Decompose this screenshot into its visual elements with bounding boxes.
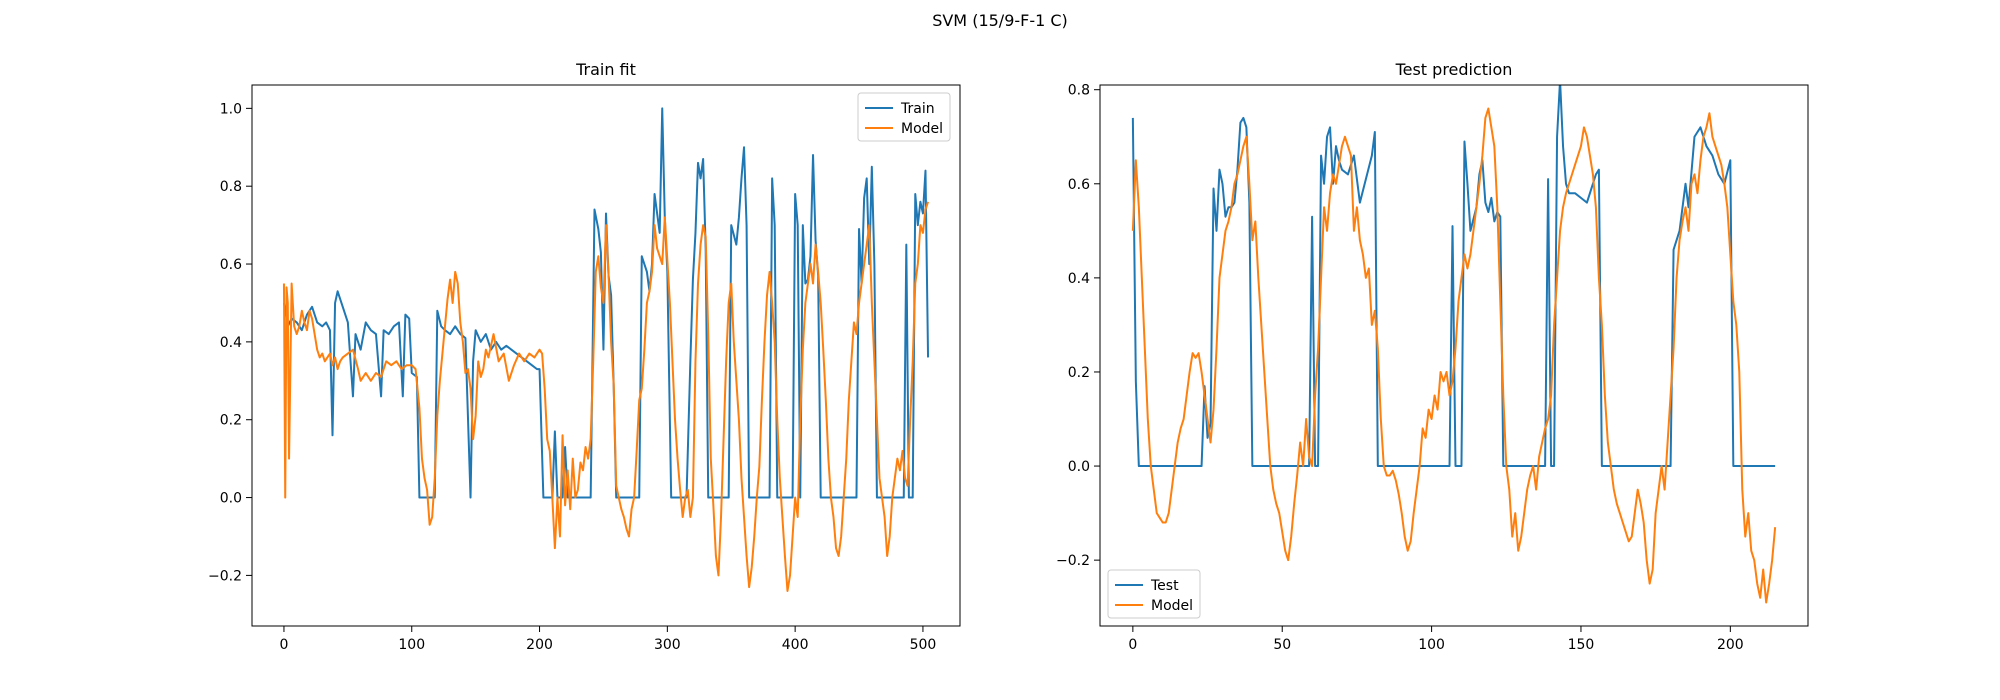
train-fit-x-tick-label: 500 [910, 637, 937, 653]
test-prediction-model-line [1131, 107, 1777, 604]
train-fit-y-tick-label: −0.2 [208, 568, 242, 584]
train-fit-title: Train fit [575, 60, 636, 79]
train-fit-x-tick-label: 200 [526, 637, 553, 653]
test-prediction-legend-label-model: Model [1151, 598, 1193, 614]
test-prediction-y-tick-label: 0.0 [1068, 459, 1090, 475]
train-fit-legend-label-model: Model [901, 121, 943, 137]
train-fit-model-line [282, 201, 930, 592]
test-prediction-y-tick-label: 0.2 [1068, 365, 1090, 381]
train-fit-train-line [282, 107, 930, 499]
train-fit-y-tick-label: 0.4 [220, 335, 242, 351]
train-fit-y-tick-label: 0.0 [220, 491, 242, 507]
train-fit-x-tick-label: 0 [279, 637, 288, 653]
test-prediction-axes-frame [1099, 84, 1809, 627]
train-fit-y-tick-label: 0.8 [220, 179, 242, 195]
test-prediction-test-line [1131, 85, 1776, 468]
figure-suptitle: SVM (15/9-F-1 C) [932, 11, 1068, 30]
test-prediction-y-tick-label: −0.2 [1056, 553, 1090, 569]
test-prediction-legend: Test Model [1107, 569, 1201, 619]
train-fit-axes-frame [251, 84, 961, 627]
train-fit-y-tick-label: 0.6 [220, 257, 242, 273]
test-prediction-x-tick-label: 150 [1568, 637, 1595, 653]
test-prediction-legend-label-test: Test [1150, 578, 1179, 594]
train-fit-y-tick-label: 1.0 [220, 101, 242, 117]
test-prediction-y-tick-label: 0.8 [1068, 83, 1090, 99]
test-prediction-x-tick-label: 100 [1418, 637, 1445, 653]
test-prediction-x-tick-label: 50 [1273, 637, 1291, 653]
train-fit-y-tick-label: 0.2 [220, 413, 242, 429]
test-prediction-y-tick-label: 0.6 [1068, 177, 1090, 193]
train-fit-panel: Train fit 0 100 200 300 400 500 −0.2 0.0 0.2 0.4 0… [208, 60, 961, 653]
test-prediction-panel: Test prediction 0 50 100 150 200 −0.2 0.0 0.2 0.… [1056, 60, 1809, 653]
train-fit-legend: Train Model [857, 92, 951, 142]
test-prediction-title: Test prediction [1395, 60, 1513, 79]
train-fit-x-tick-label: 400 [782, 637, 809, 653]
train-fit-x-tick-label: 300 [654, 637, 681, 653]
test-prediction-x-tick-label: 200 [1717, 637, 1744, 653]
train-fit-x-tick-label: 100 [398, 637, 425, 653]
train-fit-legend-label-train: Train [900, 101, 935, 117]
test-prediction-y-tick-label: 0.4 [1068, 271, 1090, 287]
test-prediction-x-tick-label: 0 [1128, 637, 1137, 653]
